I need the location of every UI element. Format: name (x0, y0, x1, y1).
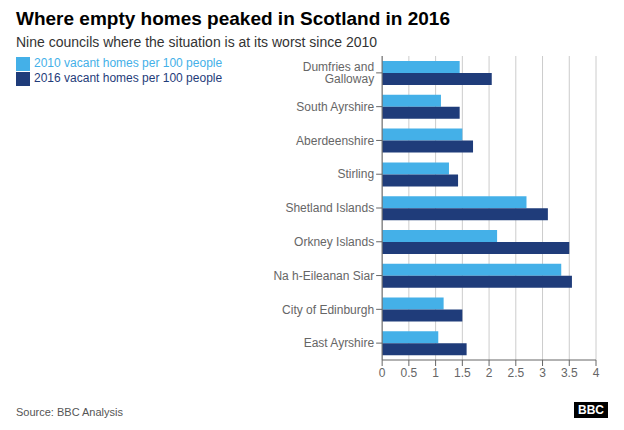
svg-text:1: 1 (432, 366, 439, 380)
svg-text:Orkney Islands: Orkney Islands (294, 235, 374, 249)
svg-text:City of Edinburgh: City of Edinburgh (282, 303, 374, 317)
svg-text:3.5: 3.5 (561, 366, 578, 380)
html-text:Where empty homes peaked in Sc: Where empty homes peaked in Scotland in … (16, 8, 450, 29)
html-text:2016 vacant homes per 100 peop: 2016 vacant homes per 100 people (34, 70, 223, 85)
html-text:Source: BBC Analysis: Source: BBC Analysis (16, 406, 123, 418)
svg-text:0.5: 0.5 (401, 366, 418, 380)
svg-text:0: 0 (379, 366, 386, 380)
svg-text:3: 3 (539, 366, 546, 380)
html-text:BBC: BBC (578, 403, 604, 417)
html-text:Nine councils where the situat: Nine councils where the situation is at … (16, 34, 378, 50)
svg-text:Stirling: Stirling (337, 167, 374, 181)
svg-text:East Ayrshire: East Ayrshire (304, 336, 375, 350)
svg-text:2: 2 (486, 366, 493, 380)
svg-text:Na h-Eileanan Siar: Na h-Eileanan Siar (273, 269, 374, 283)
svg-text:Shetland Islands: Shetland Islands (285, 201, 374, 215)
svg-text:1.5: 1.5 (454, 366, 471, 380)
html-text:2010 vacant homes per 100 peop: 2010 vacant homes per 100 people (34, 56, 223, 70)
svg-text:South Ayrshire: South Ayrshire (296, 100, 374, 114)
svg-text:Dumfries andGalloway: Dumfries andGalloway (303, 60, 374, 86)
svg-text:Aberdeenshire: Aberdeenshire (296, 134, 374, 148)
svg-text:2.5: 2.5 (507, 366, 524, 380)
svg-text:4: 4 (593, 366, 600, 380)
